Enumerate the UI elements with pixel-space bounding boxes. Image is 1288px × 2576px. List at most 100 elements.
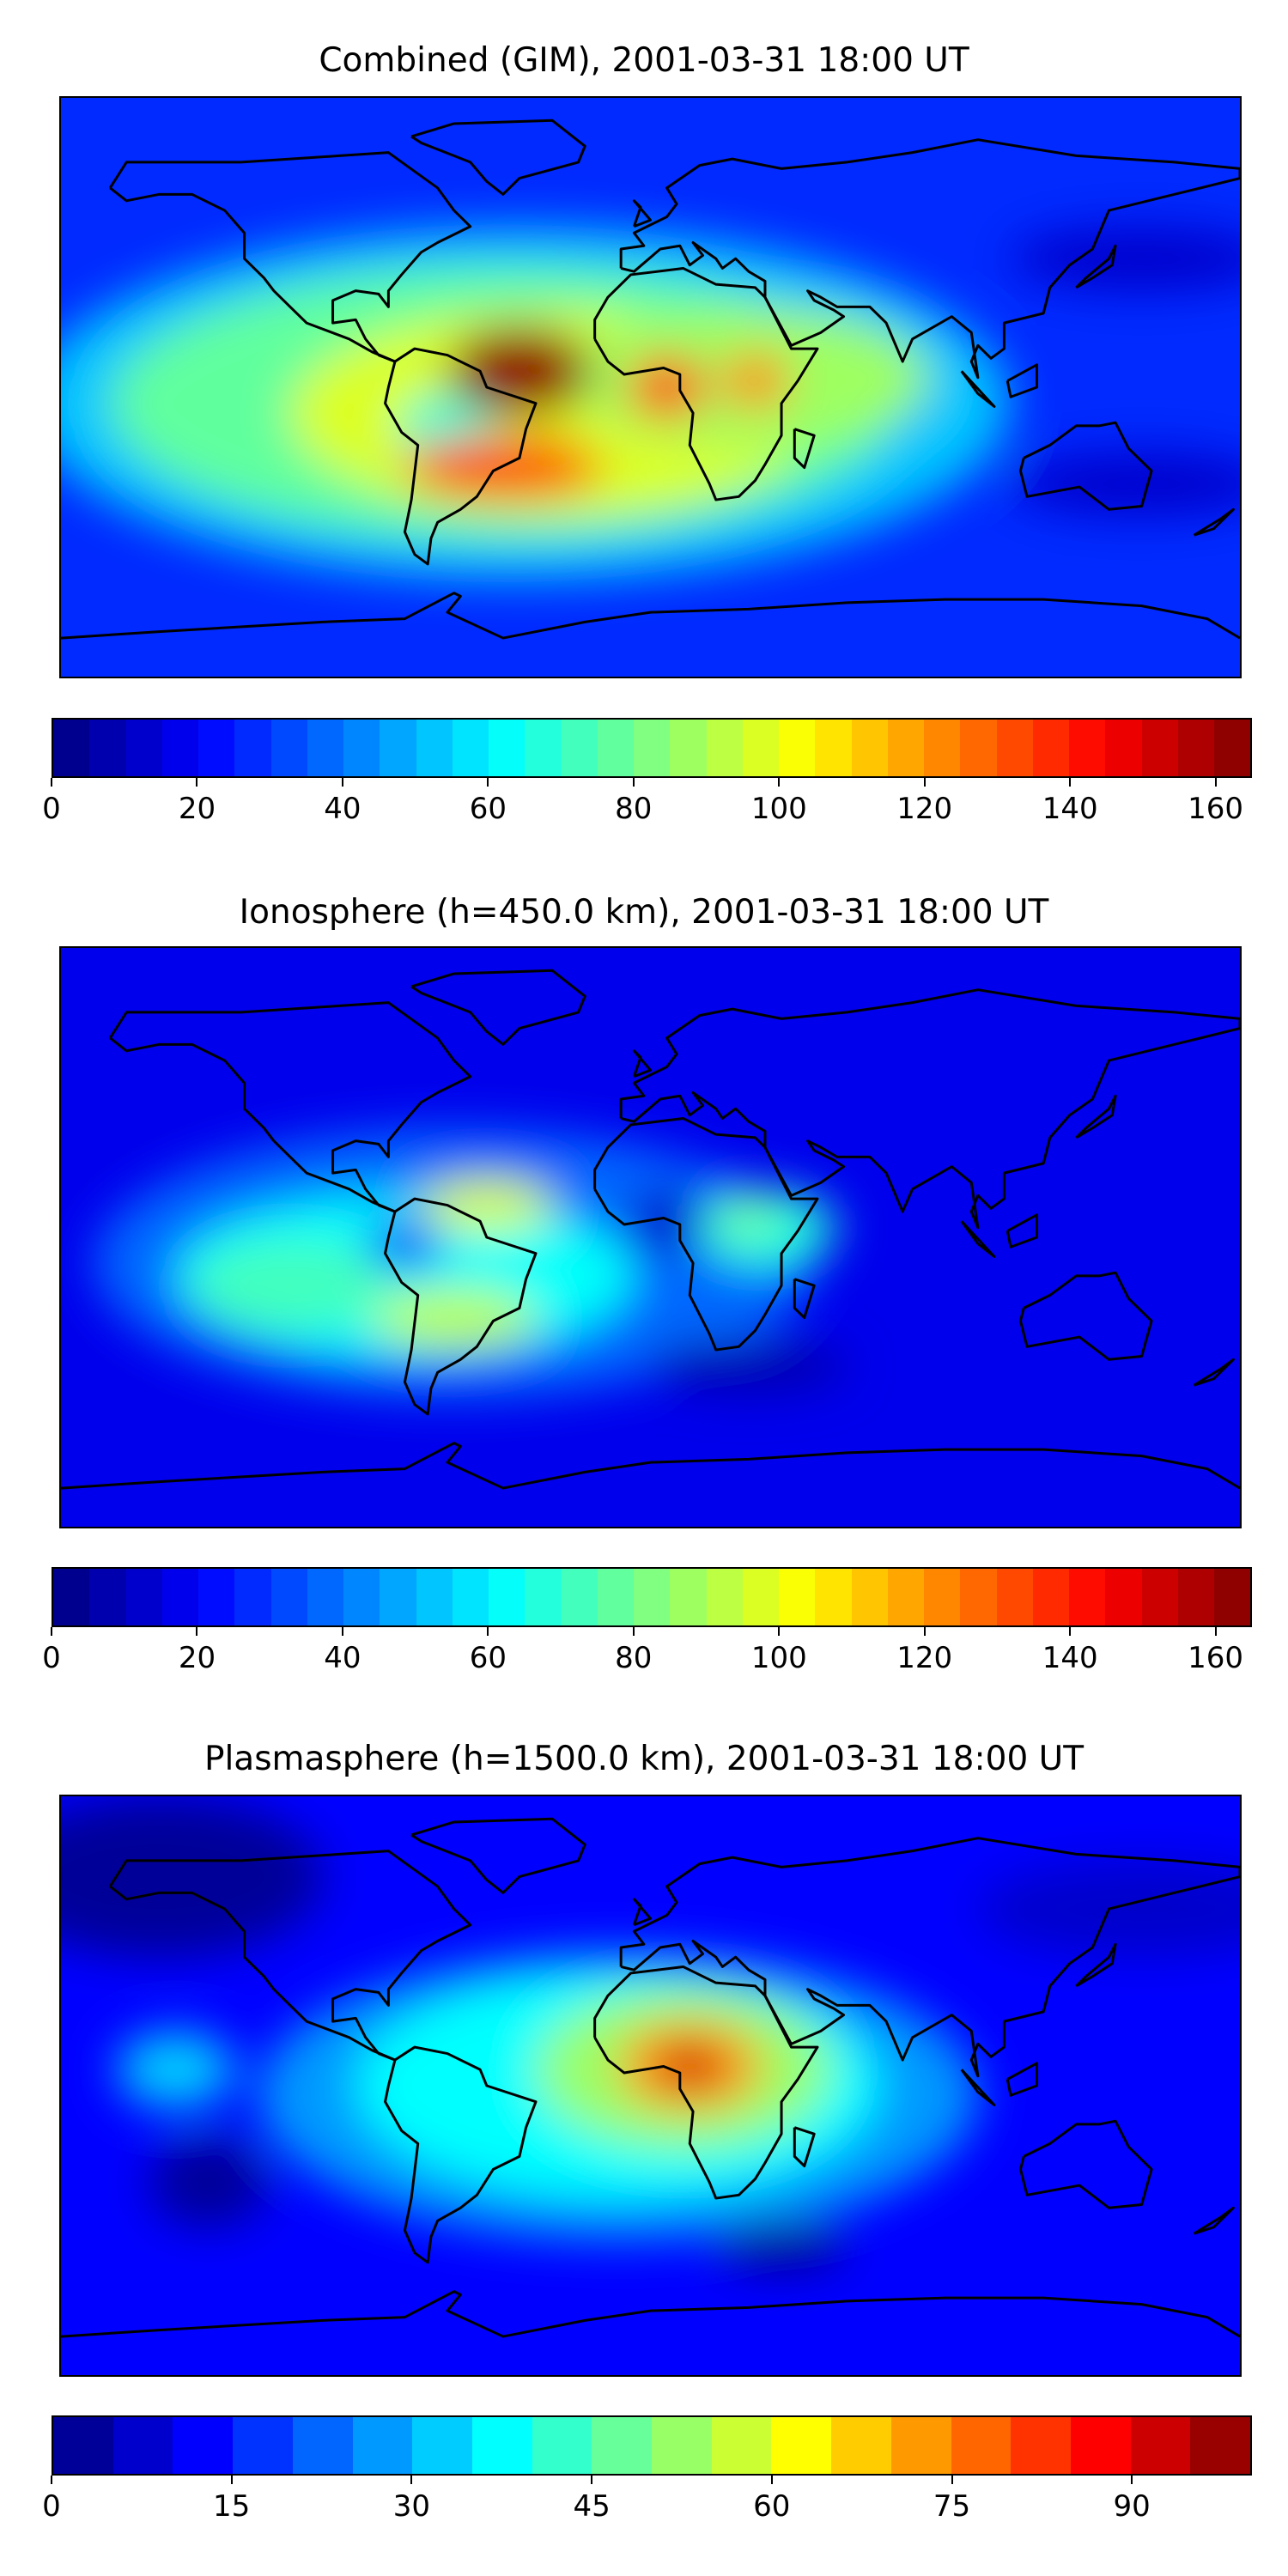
colorbar-segment <box>634 1569 671 1625</box>
colorbar-segment <box>924 1569 961 1625</box>
colorbar-ticks-combined: 0 20 40 60 80 100 120 140 160 <box>42 778 1252 838</box>
colorbar-ticks-ionosphere: 0 20 40 60 80 100 120 140 160 <box>42 1627 1252 1687</box>
colorbar-segment <box>489 720 526 776</box>
colorbar-tick-mark <box>1069 1627 1072 1636</box>
colorbar-tick-mark <box>778 1627 781 1636</box>
colorbar-segment <box>561 1569 598 1625</box>
coastline <box>1007 1215 1036 1247</box>
field-contour-region <box>650 1340 848 1392</box>
colorbar-segment <box>670 720 707 776</box>
coastline <box>634 1899 650 1925</box>
colorbar-segment <box>380 1569 416 1625</box>
colorbar-tick-label: 60 <box>469 1641 507 1675</box>
coastline <box>110 1851 471 2060</box>
colorbar-tick-label: 100 <box>750 792 807 826</box>
colorbar-segment <box>1105 720 1142 776</box>
colorbar-segment <box>815 720 852 776</box>
coastline <box>595 1966 817 2198</box>
map-plasmasphere <box>59 1795 1242 2377</box>
colorbar-tick-label: 15 <box>213 2489 251 2524</box>
colorbar-segment <box>951 2417 1012 2474</box>
coastline <box>386 1199 536 1414</box>
colorbar-segment <box>1141 1569 1178 1625</box>
colorbar-segment <box>851 720 888 776</box>
colorbar-segment <box>343 1569 380 1625</box>
colorbar-segment <box>779 720 816 776</box>
coastline <box>962 2069 994 2105</box>
colorbar-tick-label: 160 <box>1188 792 1244 826</box>
colorbar-segment <box>1214 720 1251 776</box>
colorbar-segment <box>416 720 453 776</box>
colorbar-tick-mark <box>196 1627 198 1636</box>
field-contour-region <box>365 1218 445 1270</box>
colorbar-segment <box>890 2417 951 2474</box>
colorbar-segment <box>161 1569 198 1625</box>
colorbar-tick-label: 0 <box>42 792 61 826</box>
colorbar-tick-mark <box>51 778 52 787</box>
colorbar-tick-mark <box>632 1627 635 1636</box>
colorbar-tick-label: 140 <box>1042 1641 1098 1675</box>
coastline <box>1020 2121 1151 2208</box>
colorbar-tick-mark <box>951 2476 953 2484</box>
colorbar-segment <box>53 720 90 776</box>
colorbar-segment <box>1214 1569 1251 1625</box>
coastline <box>386 2047 536 2263</box>
field-contour-region <box>372 1288 537 1347</box>
colorbar-segment <box>670 1569 707 1625</box>
colorbar-segment <box>270 720 307 776</box>
colorbar-tick-label: 80 <box>615 1641 653 1675</box>
colorbar-segment <box>53 1569 90 1625</box>
colorbar-tick-mark <box>487 1627 489 1636</box>
colorbar-segment <box>851 1569 888 1625</box>
colorbar-tick-label: 40 <box>324 792 361 826</box>
colorbar-segment <box>1011 2417 1071 2474</box>
colorbar-tick-mark <box>1131 2476 1133 2484</box>
colorbar-segment <box>592 2417 653 2474</box>
coastlines <box>61 1819 1240 2336</box>
coastlines <box>61 970 1240 1488</box>
colorbar-segment <box>815 1569 852 1625</box>
colorbar-segment <box>597 720 634 776</box>
field-contour-region <box>149 2136 268 2227</box>
colorbar-tick-label: 40 <box>324 1641 361 1675</box>
field-contour-region <box>447 325 592 416</box>
colorbar-segment <box>742 1569 779 1625</box>
field-contour-region <box>191 1240 389 1331</box>
field-layer <box>94 1127 848 1399</box>
field-contour-region <box>726 1199 772 1237</box>
coastline <box>1194 1359 1234 1385</box>
coastline <box>411 1819 585 1893</box>
field-contour-region <box>116 2031 235 2109</box>
colorbar-segment <box>1177 720 1214 776</box>
colorbar-tick-label: 120 <box>896 1641 953 1675</box>
colorbar-segment <box>292 2417 353 2474</box>
colorbar-segment <box>53 2417 113 2474</box>
colorbar-tick-mark <box>410 2476 413 2484</box>
colorbar-segment <box>125 720 162 776</box>
colorbar-segment <box>125 1569 162 1625</box>
colorbar-ticks-plasmasphere: 0 15 30 45 60 75 90 <box>42 2476 1252 2536</box>
coastline <box>1076 1944 1115 1986</box>
colorbar-tick-label: 0 <box>42 1641 61 1675</box>
coastline <box>794 1279 814 1318</box>
field-contour-region <box>1011 451 1240 516</box>
colorbar-tick-label: 20 <box>178 1641 216 1675</box>
colorbar-segment <box>234 1569 271 1625</box>
colorbar-segment <box>561 720 598 776</box>
coastline <box>110 1003 471 1212</box>
colorbar-tick-label: 20 <box>178 792 216 826</box>
colorbar-segment <box>597 1569 634 1625</box>
colorbar-segment <box>1032 720 1069 776</box>
coastline <box>61 2292 1240 2336</box>
colorbar-segment <box>234 720 271 776</box>
colorbar-tick-label: 30 <box>392 2489 431 2524</box>
colorbar-tick-mark <box>341 1627 343 1636</box>
colorbar-tick-label: 120 <box>896 792 953 826</box>
colorbar-segment <box>1141 720 1178 776</box>
colorbar-segment <box>161 720 198 776</box>
colorbar-segment <box>233 2417 293 2474</box>
field-contour-region <box>657 2044 723 2089</box>
colorbar-tick-label: 160 <box>1188 1641 1244 1675</box>
colorbar-segment <box>1070 2417 1131 2474</box>
colorbar-segment <box>711 2417 772 2474</box>
